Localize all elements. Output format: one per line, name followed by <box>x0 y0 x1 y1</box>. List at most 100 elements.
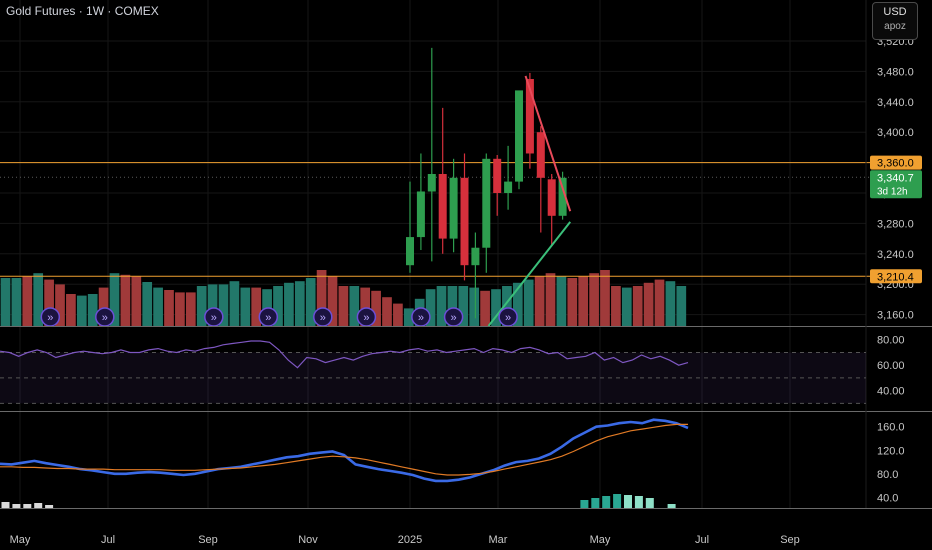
last-price-tag <box>870 170 922 199</box>
event-badge-icon: » <box>451 312 457 324</box>
histogram-bar <box>1 502 10 508</box>
volume-bar <box>371 290 381 326</box>
volume-bar <box>164 290 174 326</box>
volume-bar <box>447 286 458 326</box>
volume-bar <box>589 273 599 326</box>
volume-bar <box>251 287 262 326</box>
histogram-bar <box>624 495 632 508</box>
price-axis-tick: 3,280.0 <box>877 218 914 230</box>
volume-bar <box>556 276 567 326</box>
histogram-bar <box>23 504 32 508</box>
histogram-bar <box>34 503 43 508</box>
volume-bar <box>229 281 240 326</box>
price-axis-tick: 3,160.0 <box>877 310 914 322</box>
volume-bar <box>632 286 643 326</box>
ma-fast-line <box>0 418 689 483</box>
rsi-axis-tick: 60.00 <box>877 360 905 372</box>
last-price-label: 3,340.7 <box>877 172 914 184</box>
volume-bar <box>567 278 578 326</box>
event-badge-icon: » <box>505 312 511 324</box>
volume-bar <box>196 286 207 326</box>
time-axis-tick: Mar <box>489 534 508 546</box>
volume-bar <box>207 284 218 326</box>
candle-body <box>515 90 523 182</box>
candle-body <box>525 79 534 154</box>
ma-axis-tick: 40.0 <box>877 492 898 504</box>
histogram-bar <box>591 498 600 508</box>
price-axis-tick: 3,400.0 <box>877 127 914 139</box>
candle-body <box>438 174 447 239</box>
candle-body <box>460 177 469 266</box>
volume-bar <box>0 278 11 326</box>
volume-bar <box>87 294 98 326</box>
volume-bar <box>218 284 229 326</box>
volume-bar <box>512 282 523 326</box>
histogram-bar <box>667 504 676 508</box>
ma-axis-tick: 80.0 <box>877 469 898 481</box>
candle-body <box>471 247 480 266</box>
volume-bar <box>654 279 665 326</box>
event-badge-icon: » <box>320 312 326 324</box>
time-axis-tick: Jul <box>695 534 709 546</box>
volume-bar <box>621 287 632 326</box>
volume-bar <box>502 286 512 326</box>
volume-bar <box>109 273 120 326</box>
volume-bar <box>55 284 65 326</box>
trendline <box>487 221 572 327</box>
volume-bar <box>523 279 534 326</box>
time-axis-tick: May <box>10 534 31 546</box>
level-price-label: 3,360.0 <box>877 158 914 170</box>
histogram-bar <box>45 505 54 508</box>
volume-bar <box>578 276 589 326</box>
time-axis-tick: Sep <box>198 534 218 546</box>
time-axis-tick: 2025 <box>398 534 422 546</box>
volume-bar <box>676 286 687 326</box>
volume-bar <box>22 276 33 326</box>
volume-bar <box>120 274 131 326</box>
candle-body <box>449 177 458 239</box>
time-axis-tick: May <box>590 534 611 546</box>
volume-bar <box>665 281 676 326</box>
time-axis-tick: Nov <box>298 534 318 546</box>
volume-bar <box>393 303 403 326</box>
price-axis-tick: 3,440.0 <box>877 97 914 109</box>
countdown-label: 3d 12h <box>877 186 908 197</box>
candle-body <box>416 191 425 238</box>
price-axis-tick: 3,240.0 <box>877 249 914 261</box>
volume-bar <box>305 278 316 326</box>
candle-body <box>493 158 502 193</box>
event-badge-icon: » <box>47 312 53 324</box>
candle-body <box>406 237 414 266</box>
volume-bar <box>76 295 87 326</box>
volume-bar <box>382 297 392 326</box>
ma-slow-line <box>0 423 688 476</box>
volume-bar <box>491 289 501 326</box>
volume-bar <box>284 282 294 326</box>
histogram-bar <box>12 504 21 508</box>
candle-body <box>482 158 491 248</box>
volume-bar <box>175 292 185 326</box>
event-badge-icon: » <box>265 312 271 324</box>
histogram-bar <box>634 496 643 508</box>
volume-bar <box>294 281 305 326</box>
volume-bar <box>600 270 610 326</box>
level-price-tag <box>870 269 922 284</box>
candle-body <box>558 177 567 216</box>
currency-label: USD <box>883 6 907 18</box>
time-axis-tick: Sep <box>780 534 800 546</box>
rsi-line <box>0 340 689 369</box>
volume-bar <box>469 287 480 326</box>
ma-axis-tick: 120.0 <box>877 445 905 457</box>
histogram-bar <box>580 500 589 508</box>
currency-unit-button[interactable]: USD apoz <box>872 2 918 40</box>
volume-bar <box>327 276 338 326</box>
candle-body <box>427 174 436 192</box>
rsi-axis-tick: 80.00 <box>877 335 905 347</box>
histogram-bar <box>602 496 611 508</box>
event-badge-icon: » <box>102 312 108 324</box>
candle-body <box>504 181 513 193</box>
volume-bar <box>11 278 22 326</box>
volume-bar <box>33 273 44 326</box>
event-badge-icon: » <box>363 312 369 324</box>
